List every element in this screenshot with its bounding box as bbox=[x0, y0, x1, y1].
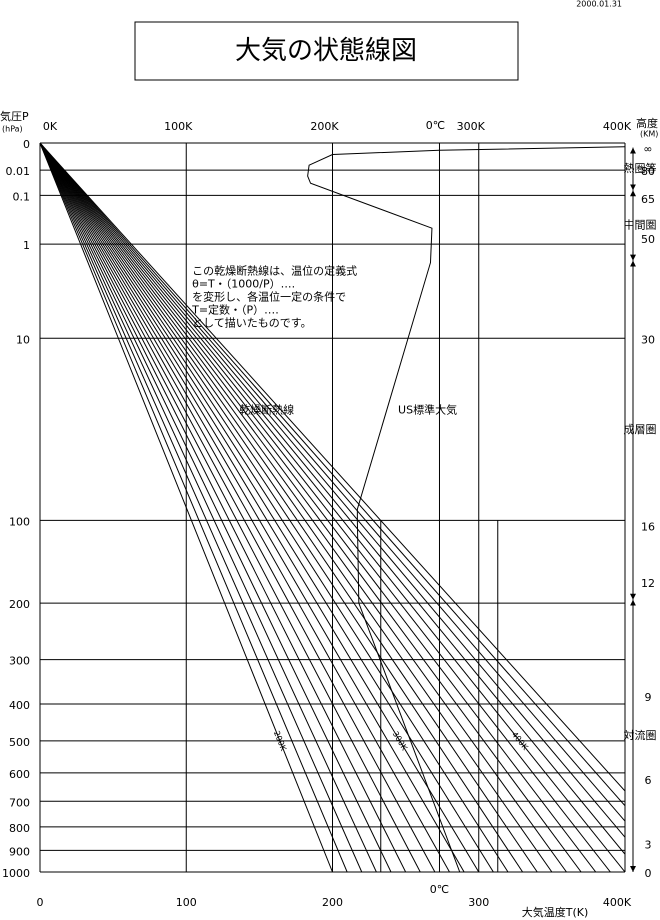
y-tick-label: 1 bbox=[23, 239, 30, 252]
altitude-label: 9 bbox=[645, 691, 652, 704]
note-line: θ=T・（1000/P）‥‥ bbox=[192, 277, 295, 290]
adiabat bbox=[40, 143, 494, 872]
date: 2000.01.31 bbox=[576, 0, 622, 9]
layer-name: 中間圏 bbox=[624, 218, 657, 231]
layer-name: 対流圏 bbox=[624, 728, 657, 742]
zero-c-label: 0℃ bbox=[426, 119, 445, 132]
adiabat bbox=[40, 143, 597, 872]
x-tick-label: 0 bbox=[37, 896, 44, 909]
altitude-label: 30 bbox=[641, 333, 655, 346]
adiabat bbox=[40, 143, 625, 856]
y-tick-label: 900 bbox=[9, 845, 30, 858]
note-line: T=定数・（P）‥‥ bbox=[191, 302, 279, 316]
altitude-label: 80 bbox=[641, 165, 655, 178]
altitude-label: 65 bbox=[641, 193, 655, 206]
adiabat bbox=[40, 143, 363, 872]
altitude-label: 0 bbox=[645, 867, 652, 880]
adiabat bbox=[40, 143, 377, 872]
alt-label: 高度 bbox=[636, 116, 658, 130]
y-tick-label: 100 bbox=[9, 515, 30, 528]
title-box bbox=[134, 21, 519, 81]
y-tick-label: 800 bbox=[9, 822, 30, 835]
adiabat bbox=[40, 143, 509, 872]
x-tick-label: 0K bbox=[43, 120, 58, 133]
y-tick-label: 200 bbox=[9, 598, 30, 611]
layer-name: 熱圏等 bbox=[624, 161, 657, 175]
standard-atmosphere bbox=[307, 146, 625, 872]
x-tick-label: 100 bbox=[176, 896, 197, 909]
adiabat bbox=[40, 143, 480, 872]
y-tick-label: 0.1 bbox=[13, 190, 31, 203]
y-tick-label: 400 bbox=[9, 699, 30, 712]
altitude-label: ∞ bbox=[643, 143, 652, 156]
altitude-label: 6 bbox=[645, 774, 652, 787]
altitude-label: 3 bbox=[645, 839, 652, 852]
adiabat bbox=[40, 143, 582, 872]
note-line: この乾燥断熱線は、温位の定義式 bbox=[192, 263, 357, 277]
y-label: 気圧P bbox=[0, 109, 29, 123]
altitude-label: 50 bbox=[641, 233, 655, 246]
adiabat bbox=[40, 143, 625, 807]
altitude-label: 12 bbox=[641, 577, 655, 590]
x-tick-label: 400K bbox=[603, 896, 632, 909]
x-tick-label: 300K bbox=[457, 120, 486, 133]
y-tick-label: 0.01 bbox=[6, 165, 31, 178]
layer-name: 成層圏 bbox=[624, 423, 657, 436]
adiabat bbox=[40, 143, 625, 822]
adiabat bbox=[40, 143, 348, 872]
adiabat bbox=[40, 143, 625, 839]
adiabat bbox=[40, 143, 524, 872]
adiabat bbox=[40, 143, 553, 872]
x-tick-label: 200K bbox=[310, 120, 339, 133]
adiabat bbox=[40, 143, 392, 872]
adiabat bbox=[40, 143, 421, 872]
y-tick-label: 0 bbox=[23, 138, 30, 151]
y-tick-label: 10 bbox=[16, 333, 30, 346]
y-tick-label: 300 bbox=[9, 655, 30, 668]
adiabat bbox=[40, 143, 611, 872]
y-tick-label: 700 bbox=[9, 796, 30, 809]
adiabat-name: 乾燥断熱線 bbox=[239, 402, 294, 416]
standard-name: US標準大気 bbox=[398, 402, 457, 416]
x-tick-label: 200 bbox=[322, 896, 343, 909]
x-tick-label: 100K bbox=[164, 120, 193, 133]
y-tick-label: 500 bbox=[9, 736, 30, 749]
chart-title: 大気の状態線図 bbox=[235, 36, 417, 66]
adiabat bbox=[40, 143, 407, 872]
adiabat bbox=[40, 143, 567, 872]
plot bbox=[40, 143, 625, 872]
x-tick-label: 400K bbox=[603, 120, 632, 133]
y-unit: (hPa) bbox=[2, 125, 23, 134]
adiabat bbox=[40, 143, 436, 872]
adiabat bbox=[40, 143, 450, 872]
adiabat bbox=[40, 143, 465, 872]
x-label: 大気温度T(K) bbox=[522, 905, 589, 919]
y-tick-label: 600 bbox=[9, 768, 30, 781]
x-tick-label: 300 bbox=[468, 896, 489, 909]
note-line: として描いたものです。 bbox=[192, 315, 312, 329]
note-line: を変形し、各温位一定の条件で bbox=[192, 289, 346, 303]
alt-unit: (KM) bbox=[640, 130, 658, 139]
altitude-label: 16 bbox=[641, 521, 655, 534]
adiabat bbox=[40, 143, 625, 792]
zero-c-label: 0℃ bbox=[430, 883, 449, 896]
y-tick-label: 1000 bbox=[2, 867, 30, 880]
adiabat bbox=[40, 143, 538, 872]
